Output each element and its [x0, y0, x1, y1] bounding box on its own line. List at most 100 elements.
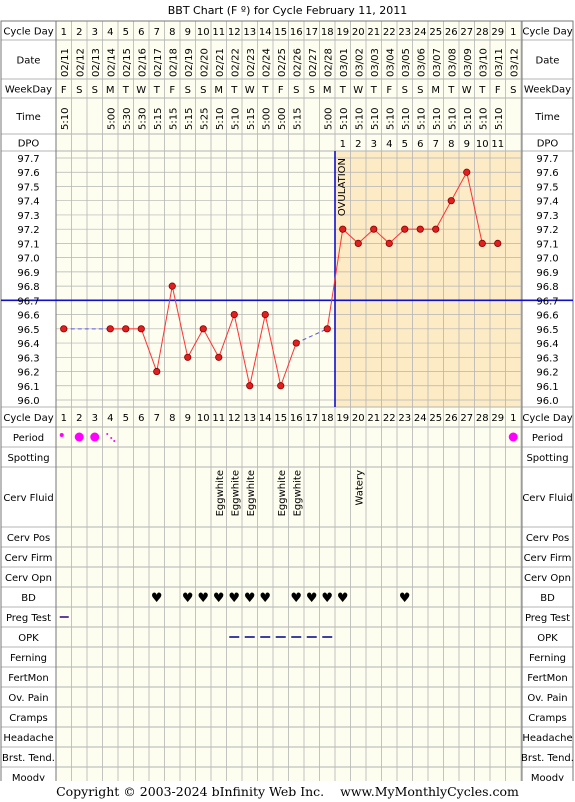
footer: Copyright © 2003-2024 bInfinity Web Inc.…	[0, 781, 575, 802]
y-tick-label-left: 96.9	[17, 268, 39, 279]
temp-point	[137, 325, 145, 333]
cycle-day-number: 11	[212, 27, 225, 38]
weekday-label: T	[370, 85, 378, 96]
weekday-label: T	[339, 85, 347, 96]
y-tick-label-right: 97.4	[536, 197, 558, 208]
date-label: 03/02	[354, 48, 365, 77]
time-label: 5:15	[168, 108, 179, 130]
weekday-label: T	[153, 85, 161, 96]
footer-site-link[interactable]: www.MyMonthlyCycles.com	[340, 784, 519, 799]
period-light-marker	[113, 440, 116, 442]
weekday-label: S	[293, 85, 299, 96]
row-label-left-spotting: Spotting	[7, 453, 49, 464]
row-label-right-period: Period	[532, 433, 563, 444]
y-tick-label-left: 97.2	[17, 225, 39, 236]
cycle-day-number: 29	[491, 27, 504, 38]
row-label-right-time: Time	[534, 112, 559, 123]
temp-point	[277, 382, 285, 390]
bd-heart-icon: ♥	[182, 591, 194, 606]
cerv-fluid-label: Eggwhite	[292, 470, 303, 516]
dpo-label: 11	[491, 139, 504, 150]
temp-point	[106, 325, 114, 333]
cerv-fluid-label: Eggwhite	[277, 470, 288, 516]
row-label-left-headache: Headache	[3, 733, 53, 744]
cycle-day-number: 1	[510, 27, 516, 38]
temp-point	[323, 325, 331, 333]
period-heavy-marker	[508, 432, 518, 442]
cycle-day-number: 5	[123, 413, 129, 424]
cycle-day-number: 19	[336, 413, 349, 424]
temp-line	[171, 286, 189, 358]
y-tick-label-right: 96.3	[536, 353, 558, 364]
cycle-day-number: 4	[107, 413, 113, 424]
y-tick-label-right: 96.8	[536, 282, 558, 293]
y-tick-label-left: 97.0	[17, 254, 39, 265]
bd-heart-icon: ♥	[337, 591, 349, 606]
cycle-day-number: 2	[76, 413, 82, 424]
cycle-day-number: 22	[383, 413, 396, 424]
period-heavy-marker	[74, 432, 84, 442]
temp-point	[370, 225, 378, 233]
bd-heart-icon: ♥	[399, 591, 411, 606]
row-label-left-cramps: Cramps	[9, 713, 48, 724]
weekday-label: F	[386, 85, 392, 96]
period-heavy-marker	[90, 432, 100, 442]
cycle-day-number: 1	[510, 413, 516, 424]
temp-point	[339, 225, 347, 233]
cycle-day-number: 24	[414, 27, 427, 38]
bd-heart-icon: ♥	[151, 591, 163, 606]
time-label: 5:00	[261, 108, 272, 130]
time-label: 5:00	[323, 108, 334, 130]
time-label: 5:10	[370, 108, 381, 130]
row-label-left-cycle_day: Cycle Day	[3, 27, 53, 38]
temp-line	[435, 200, 452, 230]
temp-point	[246, 382, 254, 390]
date-label: 03/06	[416, 48, 427, 77]
cycle-day-number: 20	[352, 413, 365, 424]
temp-line	[156, 286, 173, 372]
temp-line	[249, 314, 266, 386]
row-label-right-cycle_day: Cycle Day	[522, 413, 572, 424]
y-tick-label-left: 97.5	[17, 182, 39, 193]
y-tick-label-right: 96.5	[536, 325, 558, 336]
y-tick-label-right: 96.1	[536, 382, 558, 393]
temp-point	[199, 325, 207, 333]
dpo-label: 5	[402, 139, 408, 150]
temp-line	[202, 328, 220, 358]
row-label-left-fertmon: FertMon	[8, 673, 48, 684]
y-tick-label-left: 97.4	[17, 197, 39, 208]
time-label: 5:10	[494, 108, 505, 130]
row-label-left-opk: OPK	[18, 633, 39, 644]
weekday-label: W	[462, 85, 472, 96]
temp-gap-line	[296, 328, 328, 344]
cycle-day-number: 16	[290, 413, 303, 424]
time-label: 5:15	[292, 108, 303, 130]
date-label: 03/08	[447, 48, 458, 77]
cycle-day-number: 26	[445, 413, 458, 424]
row-label-left-cerv_opn: Cerv Opn	[5, 573, 52, 584]
cycle-day-number: 13	[243, 27, 256, 38]
cycle-day-number: 28	[476, 413, 489, 424]
y-tick-label-right: 97.6	[536, 168, 558, 179]
time-label: 5:30	[122, 108, 133, 130]
temp-line	[233, 314, 251, 386]
cerv-fluid-label: Eggwhite	[215, 470, 226, 516]
period-light-marker	[110, 437, 113, 439]
weekday-label: S	[309, 85, 315, 96]
temp-point	[184, 353, 192, 361]
date-label: 02/13	[91, 48, 102, 77]
y-tick-label-left: 96.1	[17, 382, 39, 393]
time-label: 5:00	[277, 108, 288, 130]
y-tick-label-right: 96.0	[536, 396, 558, 407]
period-spot-marker	[59, 433, 64, 437]
time-label: 5:10	[60, 108, 71, 130]
cycle-day-number: 26	[445, 27, 458, 38]
cycle-day-number: 11	[212, 413, 225, 424]
row-label-right-bd: BD	[540, 593, 555, 604]
temp-point	[230, 310, 238, 319]
cerv-fluid-label: Eggwhite	[230, 470, 241, 516]
temp-point	[432, 225, 440, 233]
date-label: 02/15	[122, 48, 133, 77]
cycle-day-number: 2	[76, 27, 82, 38]
weekday-label: F	[278, 85, 284, 96]
